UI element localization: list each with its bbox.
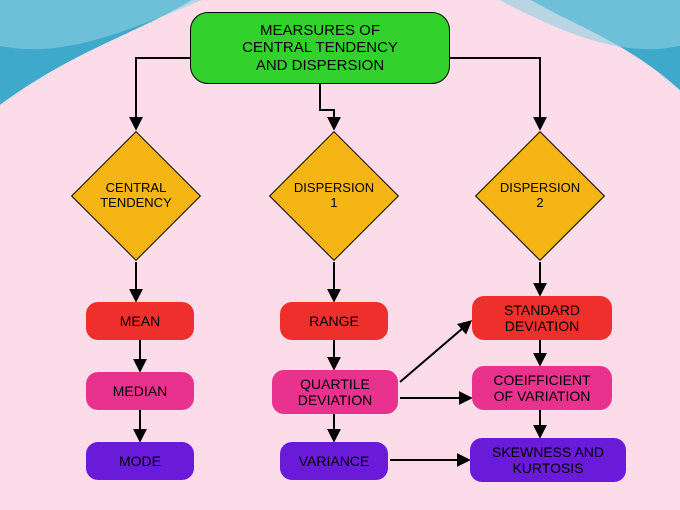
box-label: MEDIAN	[113, 383, 167, 399]
diamond-label: DISPERSION 2	[476, 132, 604, 260]
diamond-label: DISPERSION 1	[270, 132, 398, 260]
box-label: COEIFFICIENT OF VARIATION	[493, 372, 590, 404]
box-mode: MODE	[86, 442, 194, 480]
box-range: RANGE	[280, 302, 388, 340]
box-label: RANGE	[309, 313, 359, 329]
box-variance: VARIANCE	[280, 442, 388, 480]
box-label: MEAN	[120, 313, 160, 329]
box-label: SKEWNESS AND KURTOSIS	[492, 444, 604, 476]
diamond-disp2: DISPERSION 2	[476, 132, 604, 260]
box-mean: MEAN	[86, 302, 194, 340]
box-skew: SKEWNESS AND KURTOSIS	[470, 438, 626, 482]
title-box: MEARSURES OF CENTRAL TENDENCY AND DISPER…	[190, 12, 450, 84]
box-label: QUARTILE DEVIATION	[298, 376, 372, 408]
box-qd: QUARTILE DEVIATION	[272, 370, 398, 414]
diagram-stage: MEARSURES OF CENTRAL TENDENCY AND DISPER…	[0, 0, 680, 510]
box-label: STANDARD DEVIATION	[504, 302, 580, 334]
box-median: MEDIAN	[86, 372, 194, 410]
box-sd: STANDARD DEVIATION	[472, 296, 612, 340]
box-cov: COEIFFICIENT OF VARIATION	[472, 366, 612, 410]
title-label: MEARSURES OF CENTRAL TENDENCY AND DISPER…	[242, 22, 398, 74]
diamond-central: CENTRAL TENDENCY	[72, 132, 200, 260]
box-label: MODE	[119, 453, 161, 469]
box-label: VARIANCE	[299, 453, 370, 469]
diamond-label: CENTRAL TENDENCY	[72, 132, 200, 260]
diamond-disp1: DISPERSION 1	[270, 132, 398, 260]
